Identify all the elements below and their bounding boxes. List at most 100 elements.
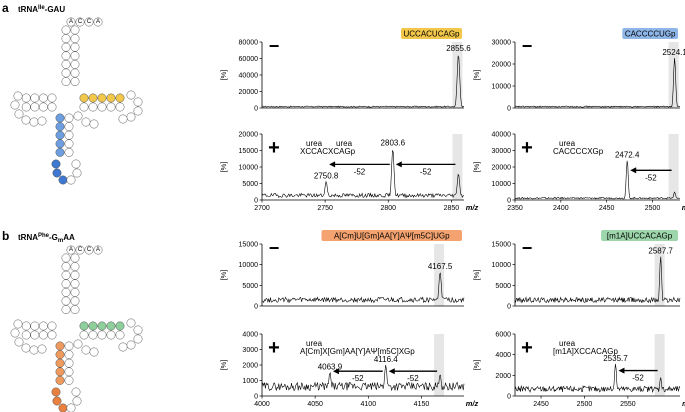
d-arm-nucleotide xyxy=(38,102,48,112)
peak-highlight-band xyxy=(452,134,463,200)
t-loop-nucleotide xyxy=(126,90,136,100)
modified-sequence-label: XCCACXCAGp xyxy=(300,147,356,156)
d-loop-nucleotide xyxy=(13,319,23,329)
urea-treated-sign: + xyxy=(268,137,280,159)
stem-nucleotide xyxy=(70,279,80,289)
spectrum-b3: 0 1000 2000 3000 4000 [%] 4000 4050 4100 4150 m/z 4… xyxy=(219,332,478,409)
t-loop-nucleotide xyxy=(133,334,143,344)
y-tick-label: 2000 xyxy=(495,373,511,380)
peak-label: 2472.4 xyxy=(615,150,640,159)
d-loop-nucleotide xyxy=(29,117,39,127)
anticodon-loop-nucleotide xyxy=(71,387,81,397)
y-tick-label: 0 xyxy=(507,106,511,113)
variable-loop-nucleotide xyxy=(73,339,83,349)
variable-loop-nucleotide xyxy=(81,117,91,127)
variable-loop-nucleotide xyxy=(89,119,99,129)
peak-label: 4167.5 xyxy=(428,262,453,271)
anticodon-stem-nucleotide xyxy=(55,358,65,368)
t-loop-nucleotide xyxy=(126,340,136,350)
peak-label: 2524.1 xyxy=(662,48,685,57)
t-arm-nucleotide xyxy=(106,321,116,331)
stem-nucleotide xyxy=(70,68,80,78)
d-arm-nucleotide xyxy=(47,102,57,112)
y-axis-label: [%] xyxy=(472,360,481,371)
acceptor-nucleotide xyxy=(93,245,103,255)
mass-shift-label: -52 xyxy=(354,167,366,176)
nucleotide-label: A xyxy=(96,19,100,25)
stem-nucleotide xyxy=(61,253,71,263)
peak-highlight-band xyxy=(654,334,665,396)
trna-title-a: tRNAIle-GAU xyxy=(18,5,65,14)
arrow-head xyxy=(630,167,637,174)
y-axis-label: [%] xyxy=(219,70,228,81)
spectrum-trace xyxy=(261,364,465,392)
x-axis-label: m/z xyxy=(466,203,479,212)
y-axis-label: [%] xyxy=(219,162,228,173)
d-arm-nucleotide xyxy=(47,330,57,340)
urea-treated-sign: + xyxy=(521,137,533,159)
modified-sequence-label: CACCCCXGp xyxy=(553,147,604,156)
sequence-badge-text: CACCCCUGp xyxy=(625,29,676,38)
peak-label: 2803.6 xyxy=(381,139,406,148)
y-tick-label: 4000 xyxy=(495,352,511,359)
t-arm-nucleotide xyxy=(97,102,107,112)
arrow-head xyxy=(618,367,625,374)
y-tick-label: 0 xyxy=(507,304,511,311)
x-axis-label: m/z xyxy=(682,203,685,212)
panel-letter-a: a xyxy=(2,1,9,15)
anticodon-loop-nucleotide xyxy=(51,159,61,169)
y-tick-label: 4000 xyxy=(242,332,258,339)
d-arm-nucleotide xyxy=(21,93,31,103)
stem-nucleotide xyxy=(70,270,80,280)
nucleotide-label: C xyxy=(78,247,83,253)
d-arm-nucleotide xyxy=(38,93,48,103)
y-tick-label: 40000 xyxy=(492,132,512,139)
acceptor-nucleotide xyxy=(75,17,85,27)
y-tick-label: 20000 xyxy=(239,132,259,139)
t-arm-nucleotide xyxy=(97,93,107,103)
urea-label: urea xyxy=(306,139,323,148)
d-loop-nucleotide xyxy=(10,328,20,338)
sequence-badge xyxy=(321,230,462,241)
anticodon-stem-nucleotide xyxy=(64,358,74,368)
stem-nucleotide xyxy=(70,42,80,52)
t-arm-nucleotide xyxy=(106,93,116,103)
stem-nucleotide xyxy=(61,296,71,306)
urea-label: urea xyxy=(559,339,576,348)
nucleotide-label: C xyxy=(78,19,83,25)
y-axis-label: [%] xyxy=(472,70,481,81)
anticodon-loop-nucleotide xyxy=(72,168,82,178)
y-tick-label: 1000 xyxy=(242,378,258,385)
spectrum-trace xyxy=(261,55,465,108)
acceptor-nucleotide xyxy=(75,245,85,255)
spectrum-a3: 0 5000 10000 15000 20000 [%] 2700 2750 2800 2850 m… xyxy=(219,132,478,213)
urea-label: urea xyxy=(559,139,576,148)
spectrum-trace xyxy=(514,160,681,200)
peak-label: 2535.7 xyxy=(603,354,628,363)
stem-nucleotide xyxy=(70,253,80,263)
stem-nucleotide xyxy=(70,59,80,69)
y-tick-label: 5000 xyxy=(242,283,258,290)
spectrum-b2: 0 5000 10000 15000 [%] 2587.7 − [m1A]UCCACAGp xyxy=(472,230,681,311)
spectrum-a2: 0 10000 20000 30000 [%] 2524.1 − CACCCCUGp xyxy=(472,28,685,113)
spectrum-a1: 0 20000 40000 60000 80000 [%] 2855.6 − UCCACUCAG… xyxy=(219,28,471,113)
anticodon-loop-nucleotide xyxy=(66,403,76,412)
y-tick-label: 5000 xyxy=(495,283,511,290)
d-arm-nucleotide xyxy=(21,330,31,340)
anticodon-stem-nucleotide xyxy=(55,341,65,351)
peak-highlight-band xyxy=(668,134,679,200)
urea-label: urea xyxy=(306,339,323,348)
anticodon-loop-nucleotide xyxy=(72,396,82,406)
modified-sequence-label: [m1A]XCCACAGp xyxy=(553,347,618,356)
acceptor-nucleotide xyxy=(84,245,94,255)
t-arm-nucleotide xyxy=(115,321,125,331)
stem-nucleotide xyxy=(70,51,80,61)
acceptor-nucleotide xyxy=(84,17,94,27)
y-tick-label: 6000 xyxy=(495,332,511,339)
x-tick-label: 4150 xyxy=(414,401,430,408)
acceptor-nucleotide xyxy=(66,17,76,27)
x-tick-label: 2400 xyxy=(553,205,569,212)
stem-nucleotide xyxy=(61,34,71,44)
t-arm-nucleotide xyxy=(88,330,98,340)
